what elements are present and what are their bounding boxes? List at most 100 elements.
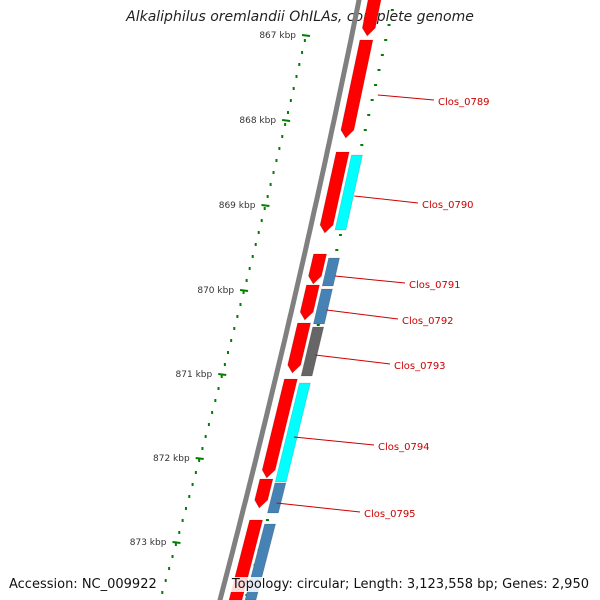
ruler-dot <box>188 495 191 498</box>
kbp-tick-label: 871 kbp <box>176 370 213 380</box>
ruler-dot <box>301 51 304 54</box>
ruler-dot <box>289 99 292 102</box>
backbone-line <box>217 0 362 600</box>
ruler-dot <box>245 279 248 282</box>
ruler-dot <box>295 75 298 78</box>
outer-ring-dot <box>265 519 269 521</box>
accession-label: Accession: NC_009922 <box>6 577 160 592</box>
ruler-dot <box>181 519 184 522</box>
kbp-tick <box>239 289 249 292</box>
kbp-tick <box>172 541 181 544</box>
ruler-dot <box>171 555 174 558</box>
ruler-dot <box>275 159 278 162</box>
ruler-dot <box>251 255 254 258</box>
gene-label: Clos_0791 <box>409 280 461 291</box>
ruler-dot <box>278 147 281 150</box>
ruler-dot <box>174 543 177 546</box>
kbp-tick-label: 868 kbp <box>239 116 276 126</box>
ruler-dot <box>201 447 204 450</box>
ruler-dot <box>220 375 223 378</box>
cds-block-steelblue <box>312 288 334 325</box>
ruler-dot <box>191 483 194 486</box>
gene-label: Clos_0792 <box>402 316 454 327</box>
ruler-dot <box>223 363 226 366</box>
kbp-tick <box>218 373 227 376</box>
gene-label-leader <box>354 195 419 204</box>
gene-label: Clos_0790 <box>422 200 474 211</box>
ruler-dot <box>198 459 201 462</box>
reverse-cds-block <box>274 382 311 483</box>
ruler-dot <box>298 63 301 66</box>
ruler-dot <box>272 171 275 174</box>
kbp-tick <box>281 119 291 122</box>
ruler-dot <box>263 207 266 210</box>
ruler-dot <box>254 243 257 246</box>
cds-block-gray <box>300 326 325 377</box>
ruler-dot <box>230 339 233 342</box>
gene-label: Clos_0793 <box>394 361 446 372</box>
forward-cds-arrow <box>261 378 298 479</box>
kbp-tick-label: 873 kbp <box>130 538 167 548</box>
ruler-dot <box>217 387 220 390</box>
outer-ring-dot <box>370 99 374 101</box>
gene-label-leader <box>377 94 435 101</box>
ruler-dot <box>161 591 164 594</box>
forward-cds-arrow <box>287 322 312 374</box>
kbp-tick <box>261 204 270 207</box>
gene-label: Clos_0794 <box>378 442 430 453</box>
ruler-dot <box>204 435 207 438</box>
gene-label-leader <box>276 502 361 513</box>
outer-ring-dot <box>380 54 384 56</box>
ruler-dot <box>211 411 214 414</box>
ruler-dot <box>286 111 289 114</box>
ruler-dot <box>269 183 272 186</box>
outer-ring-dot <box>377 69 381 71</box>
genome-summary: Topology: circular; Length: 3,123,558 bp… <box>228 577 592 592</box>
kbp-tick-label: 870 kbp <box>197 286 234 296</box>
ruler-dot <box>168 567 171 570</box>
ruler-dot <box>284 123 287 126</box>
forward-cds-arrow <box>308 253 328 285</box>
ruler-dot <box>260 219 263 222</box>
forward-cds-arrow <box>299 284 321 321</box>
ruler-dot <box>194 471 197 474</box>
ruler-dot <box>242 291 245 294</box>
forward-cds-arrow <box>340 39 374 139</box>
ruler-dot <box>184 507 187 510</box>
gene-label-leader <box>315 354 391 365</box>
ruler-dot <box>303 39 306 42</box>
gene-label: Clos_0795 <box>364 509 416 520</box>
outer-ring-dot <box>338 234 342 236</box>
outer-ring-dot <box>374 84 378 86</box>
reverse-cds-block <box>334 154 363 231</box>
forward-cds-arrow <box>361 0 382 37</box>
ruler-dot <box>281 135 284 138</box>
gene-label-leader <box>334 275 406 284</box>
ruler-dot <box>239 303 242 306</box>
ruler-dot <box>236 315 239 318</box>
outer-ring-dot <box>363 129 367 131</box>
outer-ring-dot <box>384 39 388 41</box>
kbp-tick <box>301 34 311 37</box>
ruler-dot <box>233 327 236 330</box>
forward-cds-arrow <box>319 151 350 234</box>
gene-label-leader <box>293 436 375 446</box>
gene-label-leader <box>326 309 399 320</box>
outer-ring-dot <box>316 324 320 326</box>
ruler-dot <box>164 579 167 582</box>
outer-ring-dot <box>335 249 339 251</box>
cds-block-steelblue <box>321 257 341 287</box>
kbp-tick <box>195 457 204 460</box>
ruler-dot <box>207 423 210 426</box>
ruler-dot <box>178 531 181 534</box>
kbp-tick-label: 872 kbp <box>153 454 190 464</box>
outer-ring-dot <box>387 24 391 26</box>
ruler-dot <box>292 87 295 90</box>
kbp-tick-label: 869 kbp <box>219 201 256 211</box>
outer-ring-dot <box>367 114 371 116</box>
cds-block-steelblue <box>266 482 287 514</box>
ruler-dot <box>266 195 269 198</box>
kbp-tick-label: 867 kbp <box>259 31 296 41</box>
